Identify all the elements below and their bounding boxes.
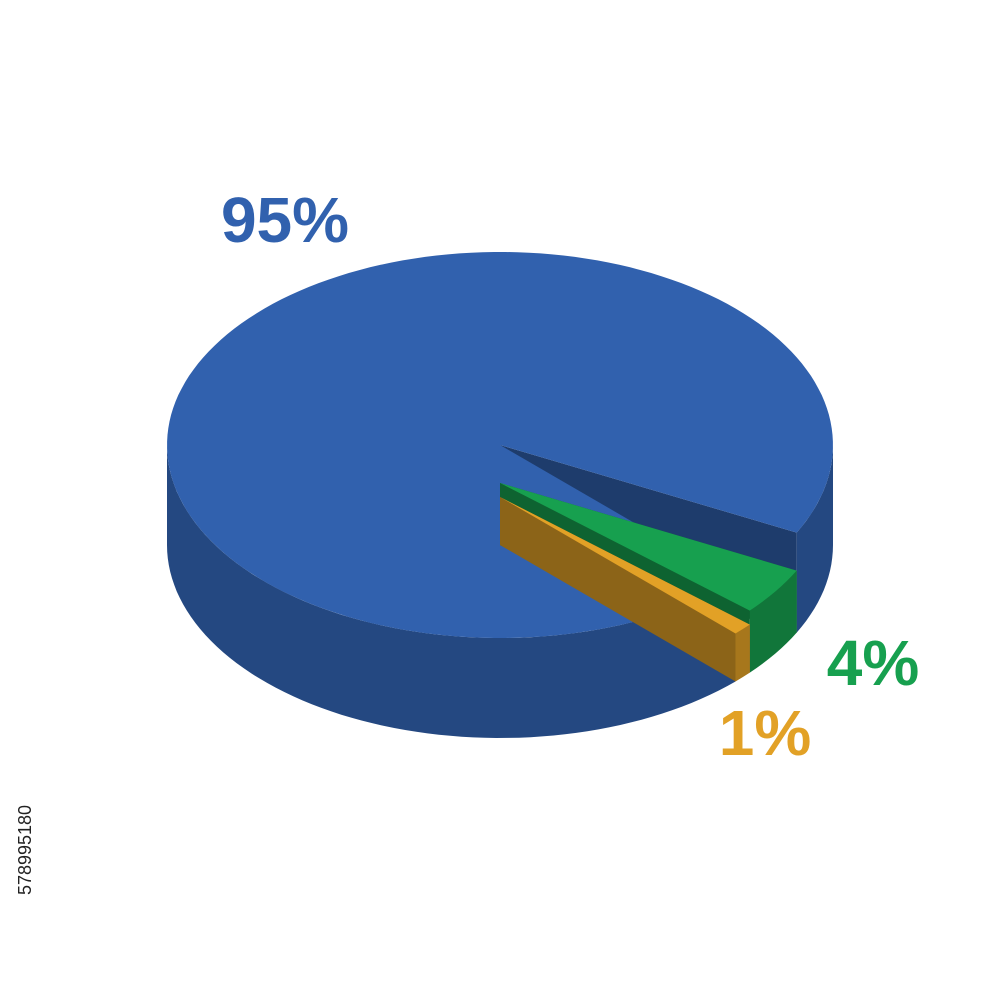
slice-side	[735, 624, 750, 682]
slice-label: 95%	[221, 184, 349, 256]
slice-side	[167, 445, 736, 738]
slice	[500, 497, 750, 634]
slice	[500, 483, 797, 611]
slice-side	[796, 445, 833, 633]
slice-label: 4%	[827, 627, 920, 699]
pie	[167, 252, 833, 738]
slice-cut-face	[500, 497, 736, 682]
slice-label: 1%	[719, 697, 812, 769]
stock-id: 578995180	[15, 805, 35, 895]
slice-side	[749, 570, 797, 673]
